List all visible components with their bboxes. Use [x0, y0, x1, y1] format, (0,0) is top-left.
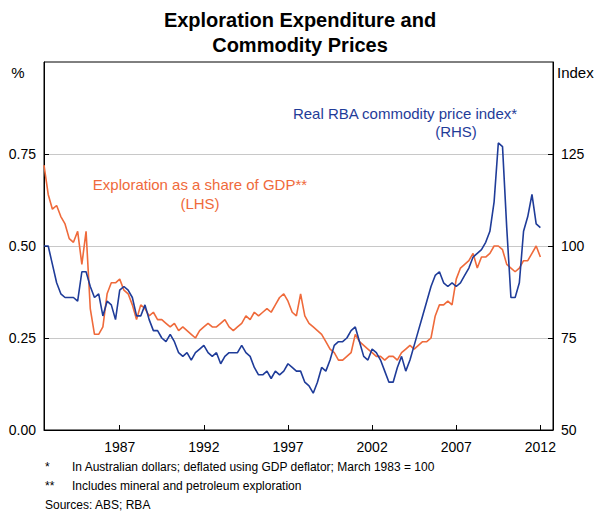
svg-text:(RHS): (RHS): [435, 123, 477, 140]
svg-text:Sources: ABS; RBA: Sources: ABS; RBA: [45, 498, 150, 512]
svg-text:1997: 1997: [272, 439, 303, 455]
svg-text:2002: 2002: [357, 439, 388, 455]
svg-text:75: 75: [561, 330, 577, 346]
svg-text:(LHS): (LHS): [180, 195, 219, 212]
svg-text:Index: Index: [557, 64, 594, 81]
svg-text:0.00: 0.00: [9, 422, 36, 438]
svg-text:50: 50: [561, 422, 577, 438]
svg-text:Exploration Expenditure and: Exploration Expenditure and: [164, 9, 436, 31]
svg-text:100: 100: [561, 238, 585, 254]
svg-text:*: *: [45, 460, 50, 474]
svg-text:Includes mineral and petroleum: Includes mineral and petroleum explorati…: [72, 479, 301, 493]
svg-text:Exploration as a share of GDP*: Exploration as a share of GDP**: [93, 176, 307, 193]
svg-text:In Australian dollars; deflate: In Australian dollars; deflated using GD…: [72, 460, 435, 474]
svg-text:Commodity Prices: Commodity Prices: [212, 34, 388, 56]
svg-text:**: **: [45, 479, 55, 493]
svg-text:1987: 1987: [104, 439, 135, 455]
svg-text:%: %: [11, 64, 24, 81]
svg-text:2012: 2012: [525, 439, 556, 455]
svg-text:0.50: 0.50: [9, 238, 36, 254]
svg-text:0.75: 0.75: [9, 146, 36, 162]
svg-text:Real RBA commodity price index: Real RBA commodity price index*: [293, 105, 517, 122]
svg-text:2007: 2007: [441, 439, 472, 455]
svg-text:125: 125: [561, 146, 585, 162]
svg-text:1992: 1992: [188, 439, 219, 455]
svg-text:0.25: 0.25: [9, 330, 36, 346]
